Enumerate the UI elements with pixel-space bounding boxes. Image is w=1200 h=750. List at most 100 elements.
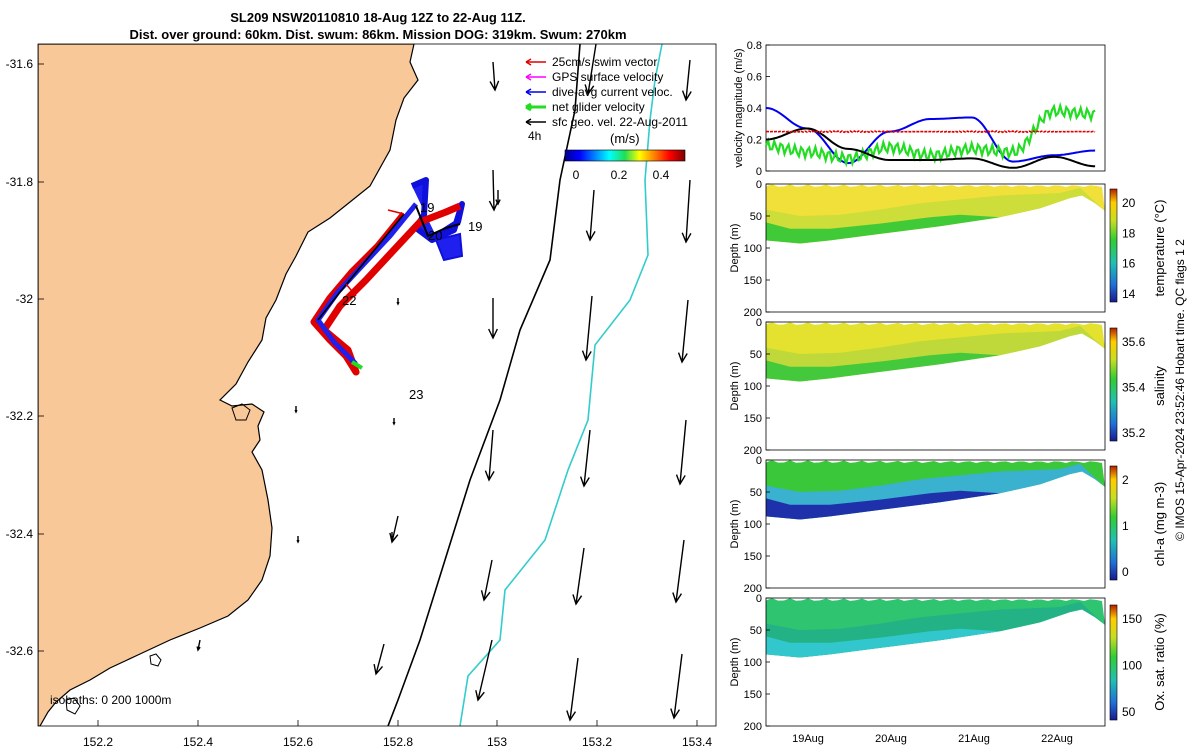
section-field-deep [766, 352, 1000, 382]
depth-tick-label: 100 [744, 243, 762, 255]
time-axis: 19Aug 20Aug 21Aug 22Aug [792, 733, 1073, 745]
current-arrow [390, 532, 394, 540]
map-xtick-label: 152.6 [283, 735, 313, 749]
map-ytick-label: -31.6 [6, 57, 34, 71]
velocity-panel: 0 0.2 0.4 0.6 0.8 velocity magnitude (m/s) [733, 40, 1106, 178]
colorbar-axis-label: salinity [1152, 366, 1167, 406]
velocity-ytick-label: 0 [756, 166, 762, 178]
depth-tick-label: 200 [744, 583, 762, 595]
current-arrow [294, 406, 298, 414]
depth-tick-label: 150 [744, 551, 762, 563]
section-field-deep [766, 490, 1000, 520]
section-field-deep [766, 214, 1000, 244]
velocity-ytick-label: 0.2 [747, 135, 762, 147]
section-panel: 0 50 100 150 200 Depth (m) 2 1 0 chl-a (mg m-3) [729, 455, 1167, 595]
legend-arrowhead [525, 118, 532, 126]
depth-tick-label: 0 [756, 317, 762, 329]
current-arrow [396, 298, 400, 306]
section-panel: 0 50 100 150 200 Depth (m) 20 18 16 14 temperature… [729, 179, 1167, 319]
colorbar-tick-label: 35.2 [1122, 426, 1146, 440]
map-axis-ticks: 152.2 152.4 152.6 152.8 153 153.2 153.4 -31.6 -3… [6, 57, 713, 749]
map-xtick-label: 153.4 [682, 735, 712, 749]
isobath-1000 [459, 44, 663, 726]
colorbar-label: (m/s) [610, 131, 640, 146]
current-arrow [681, 179, 692, 244]
colorbar-axis-label: chl-a (mg m-3) [1152, 482, 1167, 567]
depth-tick-label: 150 [744, 689, 762, 701]
estuary-outline [231, 403, 251, 421]
map-ytick-label: -32.4 [6, 527, 34, 541]
map-xtick-label: 153.2 [582, 735, 612, 749]
section-colorbar [1109, 465, 1118, 581]
current-arrow [584, 44, 597, 96]
time-tick-label: 21Aug [958, 733, 990, 745]
colorbar-tick-label: 20 [1122, 196, 1136, 210]
map-ytick-label: -32.2 [6, 409, 34, 423]
colorbar-tick-label: 50 [1122, 705, 1136, 719]
colorbar-tick: 0.4 [653, 168, 670, 182]
time-tick-label: 19Aug [792, 733, 824, 745]
velocity-ylabel: velocity magnitude (m/s) [733, 48, 745, 167]
current-arrow [480, 559, 493, 602]
depth-tick-label: 0 [756, 593, 762, 605]
map-axes-frame [37, 43, 717, 727]
legend-label: GPS surface velocity [552, 70, 663, 84]
map-xtick-label: 152.4 [183, 735, 213, 749]
colorbar-tick: 0 [573, 168, 580, 182]
depth-axis-label: Depth (m) [729, 224, 741, 273]
day-label: 19 [420, 200, 434, 215]
speed-colorbar [564, 149, 686, 162]
current-arrow [670, 653, 683, 720]
depth-axis-label: Depth (m) [729, 500, 741, 549]
map-panel: 19 20 19 22 23 19 isobaths: 0 200 1000m … [6, 43, 717, 749]
island-outline [65, 697, 81, 715]
surface-velocity-arrows [196, 44, 692, 722]
depth-tick-label: 150 [744, 275, 762, 287]
day-label: 23 [409, 387, 423, 402]
current-arrow [566, 657, 579, 722]
map-ytick-label: -32.6 [6, 644, 34, 658]
depth-axis-label: Depth (m) [729, 638, 741, 687]
colorbar-tick-label: 2 [1122, 473, 1129, 487]
day-label: 22 [342, 293, 356, 308]
current-arrow [484, 429, 495, 482]
figure-title-line1: SL209 NSW20110810 18-Aug 12Z to 22-Aug 1… [230, 10, 526, 25]
depth-tick-label: 100 [744, 519, 762, 531]
legend-arrowhead [525, 58, 532, 66]
current-arrow [677, 299, 689, 364]
current-arrow [373, 643, 385, 676]
velocity-series-line [764, 101, 1096, 168]
velocity-ytick-label: 0.6 [747, 72, 762, 84]
current-arrow [475, 639, 493, 702]
map-xtick-label: 153 [487, 735, 507, 749]
depth-tick-label: 50 [750, 625, 762, 637]
isobaths-label: isobaths: 0 200 1000m [50, 693, 171, 707]
legend-label: dive-avg current veloc. [552, 85, 673, 99]
map-xtick-label: 152.8 [383, 735, 413, 749]
legend-arrowhead [525, 102, 532, 112]
current-arrow [196, 639, 201, 652]
figure-title-line2: Dist. over ground: 60km. Dist. swum: 86k… [129, 27, 626, 42]
velocity-series-line [766, 130, 1096, 134]
current-arrow [675, 419, 687, 486]
map-ytick-label: -31.8 [6, 175, 34, 189]
day-label: 20 [428, 228, 442, 243]
legend-arrowhead [525, 88, 532, 96]
section-panel: 0 50 100 150 200 Depth (m) 35.6 35.4 35.2 salinit… [729, 317, 1167, 457]
section-colorbar [1109, 604, 1118, 721]
section-colorbar [1109, 327, 1118, 442]
colorbar-tick-label: 150 [1122, 612, 1142, 626]
colorbar-tick-label: 18 [1122, 226, 1136, 240]
credit-text: © IMOS 15-Apr-2024 23:52:46 Hobart time.… [1173, 239, 1187, 541]
section-colorbar [1109, 188, 1118, 303]
current-arrow [488, 298, 498, 340]
colorbar-tick: 0.2 [611, 168, 628, 182]
current-arrow [392, 418, 396, 426]
glider-track [310, 177, 465, 376]
colorbar-axis-label: Ox. sat. ratio (%) [1152, 613, 1167, 711]
velocity-ytick-label: 0.4 [747, 103, 762, 115]
land-mass [38, 44, 419, 726]
